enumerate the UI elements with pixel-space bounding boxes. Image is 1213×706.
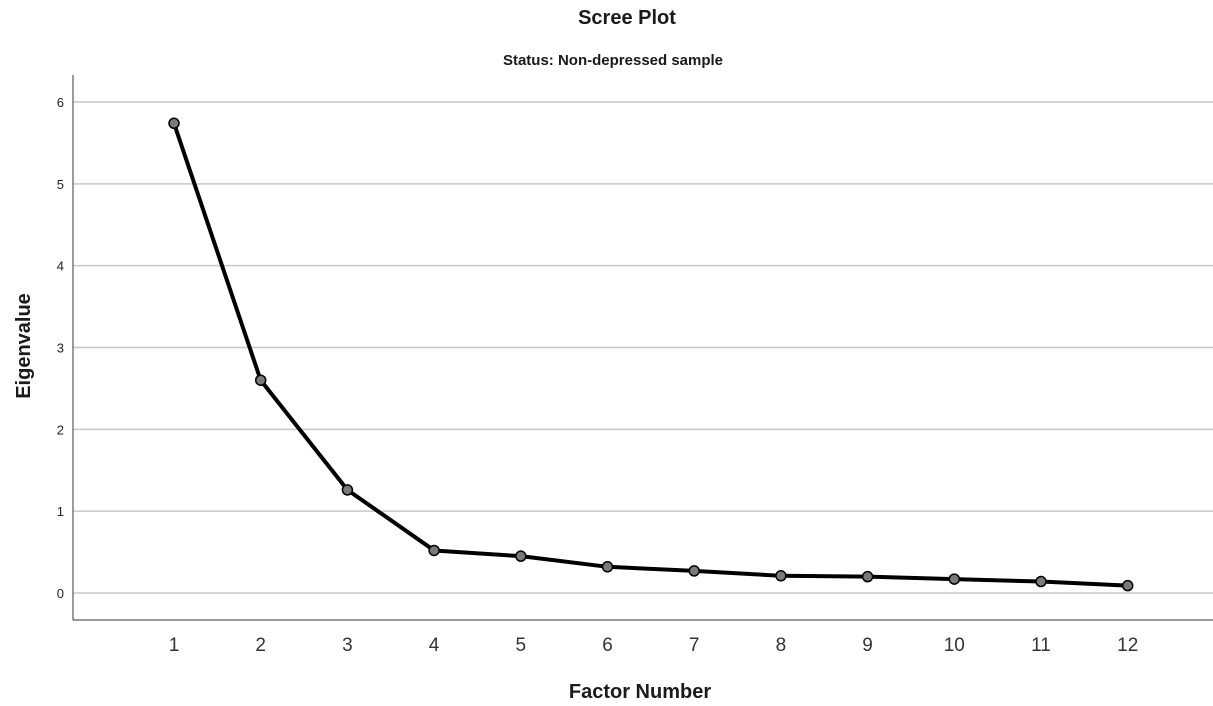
data-point-3: [341, 484, 354, 496]
y-tick-label: 2: [57, 422, 64, 437]
y-tick-label: 0: [57, 586, 64, 601]
x-axis-label: Factor Number: [569, 681, 711, 703]
data-point-5: [515, 550, 527, 562]
data-point-12: [1121, 579, 1134, 592]
eigenvalue-series: [168, 117, 1134, 592]
x-tick-label: 6: [602, 635, 613, 656]
x-tick-label: 3: [342, 635, 353, 656]
x-tick-label: 8: [776, 635, 787, 656]
y-tick-label: 6: [57, 95, 64, 110]
y-tick-label: 4: [57, 259, 64, 274]
x-tick-label: 1: [169, 635, 180, 656]
data-point-4: [428, 544, 440, 557]
y-tick-label: 3: [57, 341, 64, 356]
eigenvalue-line: [172, 121, 1130, 588]
x-tick-label: 7: [689, 635, 700, 656]
data-point-8: [775, 570, 787, 582]
gridlines: [73, 101, 1213, 594]
x-tick-label: 5: [516, 635, 527, 656]
data-point-7: [688, 565, 700, 577]
data-point-9: [861, 570, 874, 583]
x-tick-label: 4: [429, 635, 440, 656]
y-axis-label: Eigenvalue: [13, 293, 35, 399]
x-tick-label: 11: [1031, 635, 1051, 656]
x-tick-label: 9: [862, 635, 873, 656]
x-tick-label: 10: [944, 635, 965, 656]
y-tick-label: 1: [57, 504, 64, 519]
data-point-11: [1035, 575, 1047, 588]
data-point-1: [168, 117, 180, 130]
data-point-2: [254, 374, 267, 386]
x-tick-label: 12: [1117, 635, 1138, 656]
chart-title: Scree Plot: [578, 7, 676, 29]
chart-subtitle: Status: Non-depressed sample: [503, 52, 723, 69]
y-tick-label: 5: [57, 177, 64, 192]
data-point-10: [948, 573, 961, 585]
x-tick-label: 2: [255, 635, 266, 656]
data-point-6: [601, 561, 614, 573]
axes: [72, 75, 1213, 621]
